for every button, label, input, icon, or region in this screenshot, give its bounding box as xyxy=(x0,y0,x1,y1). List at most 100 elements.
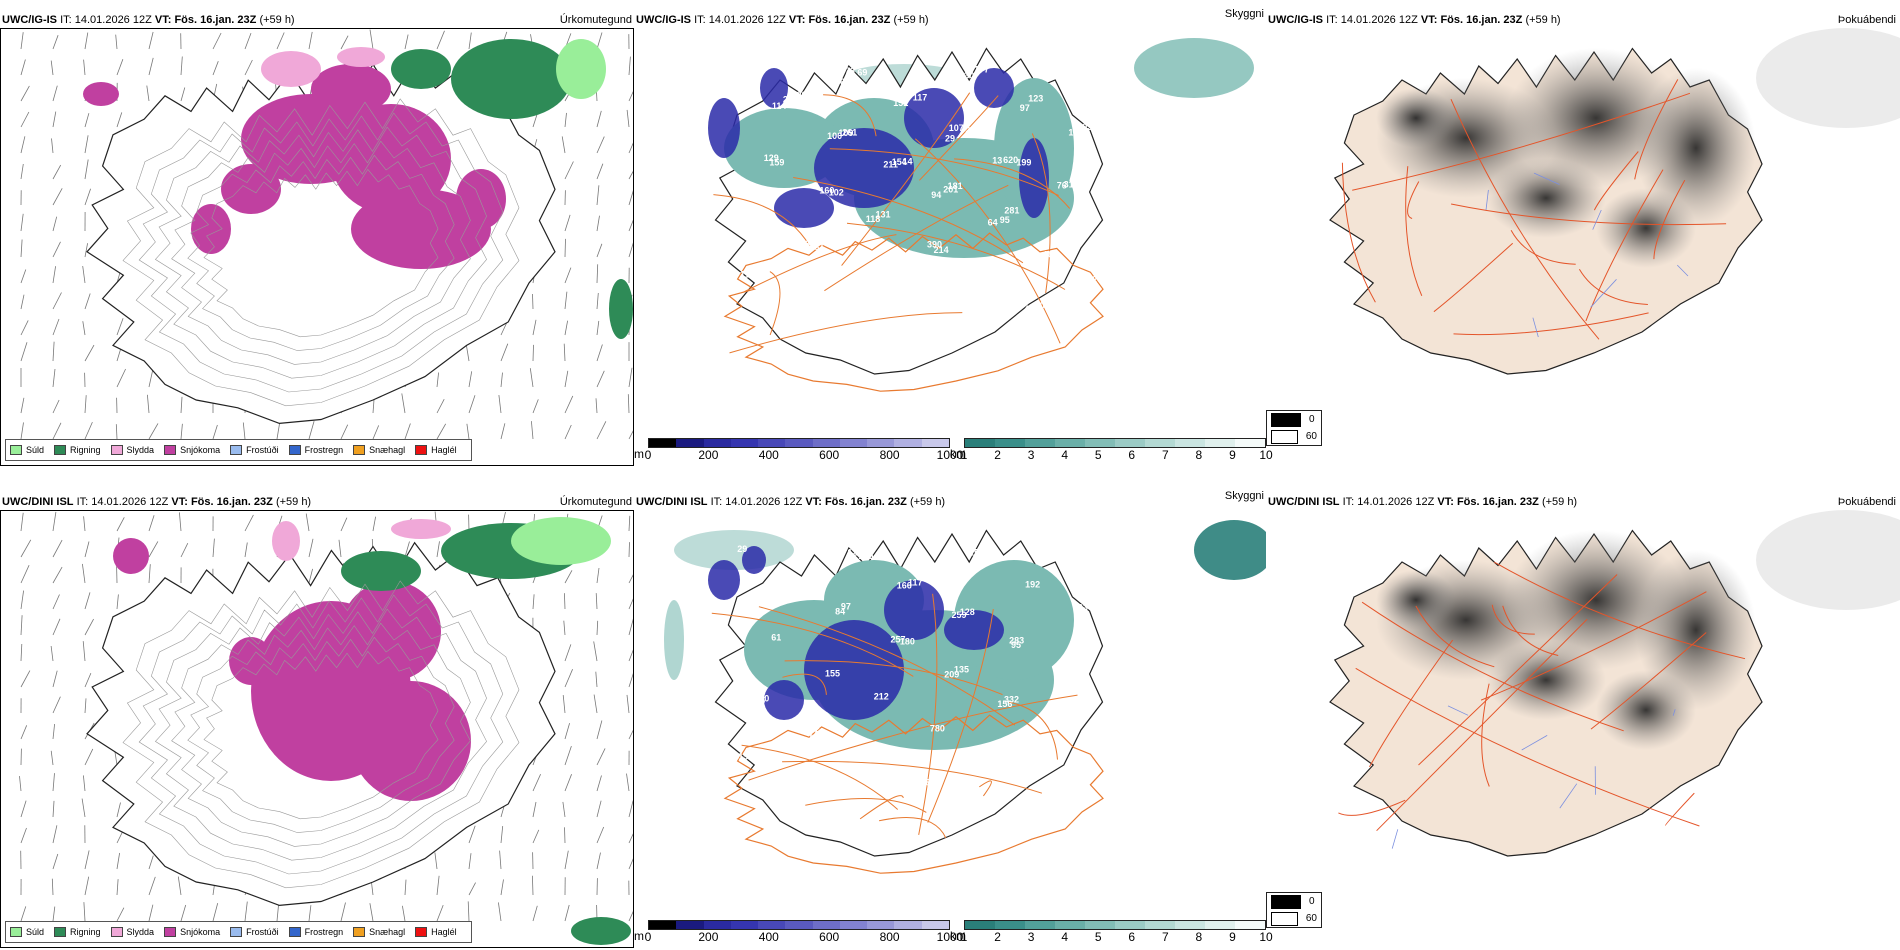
cloud-base-label: 216 xyxy=(790,575,805,585)
colorbar-tick: 600 xyxy=(819,448,840,462)
legend-item: Slydda xyxy=(110,445,154,455)
colorbar-cell xyxy=(1175,921,1205,929)
cloud-base-label: 103 xyxy=(1077,122,1092,132)
cloud-base-label: 61 xyxy=(771,633,781,643)
cloud-base-label: 102 xyxy=(829,187,844,197)
colorbar-cells xyxy=(648,438,950,448)
colorbar-unit: km xyxy=(950,447,966,461)
cloud-base-label: 117 xyxy=(908,578,923,588)
cloud-base-label: 151 xyxy=(893,98,908,108)
panel-type-title: Þokuábendi xyxy=(1837,14,1896,26)
legend-label: Rigning xyxy=(70,445,101,455)
cloud-base-label: 149 xyxy=(1065,667,1080,677)
visibility-colorbar: km 1 2 3 4 5 6 7 8 9 10 xyxy=(950,438,1273,462)
cloud-base-label: 141 xyxy=(1068,127,1083,137)
cloud-base-label: 12 xyxy=(760,213,770,223)
cloud-base-label: 218 xyxy=(917,294,932,304)
colorbar-tick: 800 xyxy=(879,448,900,462)
legend-swatch xyxy=(54,927,67,937)
cloud-base-label: 264 xyxy=(965,125,980,135)
panel-type-title: Þokuábendi xyxy=(1837,496,1896,508)
colorbar-cell xyxy=(1235,439,1265,447)
cloud-base-label: 29 xyxy=(740,69,750,79)
precip-map: Súld Rigning Slydda Snjókoma Frostúði Frostre… xyxy=(0,28,634,466)
cloud-base-label: 180 xyxy=(900,636,915,646)
cloud-base-label: 177 xyxy=(974,64,989,74)
precip-panel-bottom: UWC/DINI ISL IT: 14.01.2026 12Z VT: Fös.… xyxy=(0,494,634,948)
legend-label: 60 xyxy=(1305,913,1317,924)
legend-swatch xyxy=(353,445,366,455)
legend-swatch xyxy=(164,445,177,455)
cloud-base-label: 82 xyxy=(810,724,820,734)
cloud-base-label: 131 xyxy=(876,210,891,220)
fog-panel-top: UWC/IG-IS IT: 14.01.2026 12Z VT: Fös. 16… xyxy=(1266,12,1900,466)
cloud-base-label: 209 xyxy=(944,669,959,679)
colorbar-ticks: 0 200 400 600 800 1000 xyxy=(645,930,964,944)
legend-swatch xyxy=(54,445,67,455)
legend-swatch xyxy=(10,445,22,455)
colorbar-tick: 1000 xyxy=(936,930,964,944)
cloud-base-label: 128 xyxy=(847,548,862,558)
legend-item: Snæhagl xyxy=(353,445,405,455)
cloud-base-label: 97 xyxy=(1020,103,1030,113)
cloud-base-label: 317 xyxy=(749,748,764,758)
legend-swatch xyxy=(1271,911,1298,926)
panel-title: UWC/DINI ISL IT: 14.01.2026 12Z VT: Fös.… xyxy=(636,490,1264,508)
cloud-base-label: 79 xyxy=(909,300,919,310)
cloud-base-label: 201 xyxy=(943,184,958,194)
colorbar-tick: 1000 xyxy=(936,448,964,462)
colorbar-cell xyxy=(1145,439,1175,447)
cloud-base-label: 390 xyxy=(927,240,942,250)
colorbar-cell xyxy=(730,439,759,447)
panel-title: UWC/DINI ISL IT: 14.01.2026 12Z VT: Fös.… xyxy=(1268,496,1896,508)
colorbar-tick: 6 xyxy=(1128,448,1136,462)
cloud-base-label: 132 xyxy=(860,751,875,761)
colorbar-tick: 10 xyxy=(1259,448,1273,462)
cloud-base-label: 250 xyxy=(1059,724,1074,734)
legend-item: Rigning xyxy=(54,445,101,455)
cloud-base-label: 281 xyxy=(1004,206,1019,216)
legend-swatch xyxy=(10,927,22,937)
cloud-base-label: 152 xyxy=(969,547,984,557)
cloud-base-label: 120 xyxy=(1089,553,1104,563)
cloud-base-label: 110 xyxy=(1083,74,1098,84)
cloud-base-label: 80 xyxy=(897,94,907,104)
rivers xyxy=(1485,172,1689,338)
cloud-base-label: 216 xyxy=(783,94,798,104)
cloud-base-label: 868 xyxy=(835,77,850,87)
cloud-base-label: 11 xyxy=(740,270,750,280)
cloud-base-label: 95 xyxy=(1000,215,1010,225)
cloud-base-label: 19 xyxy=(911,778,921,788)
cloud-base-label: 128 xyxy=(960,607,975,617)
legend-item: Frostúði xyxy=(230,927,279,937)
colorbar-cell xyxy=(1145,921,1175,929)
cloud-base-label: 90 xyxy=(745,267,755,277)
colorbar-cell xyxy=(785,439,813,447)
colorbar-cell xyxy=(839,921,868,929)
colorbar-cell xyxy=(1115,921,1145,929)
legend-label: Rigning xyxy=(70,927,101,937)
fog-map xyxy=(1266,28,1900,466)
legend-swatch xyxy=(164,927,177,937)
rain-areas xyxy=(272,517,631,945)
cloud-base-label: 261 xyxy=(842,127,857,137)
cloud-base-label: 100 xyxy=(827,131,842,141)
fog-legend: 0 60 xyxy=(1266,410,1322,446)
cloud-base-label: 76 xyxy=(1057,180,1067,190)
fog-map-svg xyxy=(1329,28,1900,375)
cloud-base-label: 97 xyxy=(841,601,851,611)
cloud-base-label: 136 xyxy=(800,239,815,249)
legend-item: 0 xyxy=(1267,893,1321,910)
cloud-base-label: 332 xyxy=(1004,695,1019,705)
cloud-base-label: 94 xyxy=(931,190,941,200)
colorbar-ticks: 0 200 400 600 800 1000 xyxy=(645,448,964,462)
legend-item: Haglél xyxy=(415,445,457,455)
colorbar-cell xyxy=(867,439,895,447)
cloud-base-label: 93 xyxy=(871,272,881,282)
legend-swatch xyxy=(230,927,243,937)
cloud-base-label: 86 xyxy=(808,297,818,307)
colorbar-cell xyxy=(758,921,786,929)
cloud-base-label: 105 xyxy=(859,551,874,561)
colorbar-cell xyxy=(676,921,704,929)
cloud-base-label: 132 xyxy=(853,272,868,282)
